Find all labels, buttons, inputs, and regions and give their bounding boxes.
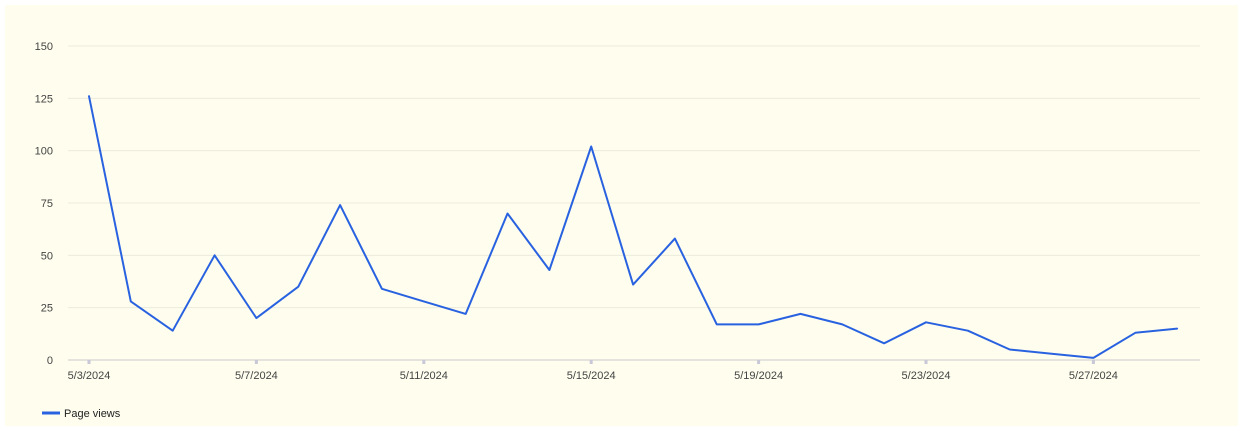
data-point[interactable] (1090, 355, 1096, 361)
x-tick-label: 5/3/2024 (68, 370, 111, 382)
x-tick-mark (589, 360, 593, 364)
x-tick-label: 5/27/2024 (1069, 370, 1118, 382)
x-tick-label: 5/15/2024 (567, 370, 616, 382)
y-axis: 0 25 50 75 100 125 150 (35, 41, 53, 367)
data-point[interactable] (1049, 351, 1055, 357)
data-point[interactable] (463, 311, 469, 317)
data-point[interactable] (295, 284, 301, 290)
series-line-0[interactable] (88, 95, 1179, 359)
x-tick-label: 5/23/2024 (902, 370, 951, 382)
y-tick-label-0: 0 (47, 355, 53, 367)
data-point[interactable] (1132, 330, 1138, 336)
y-tick-label-125: 125 (35, 93, 53, 105)
y-tick-label-25: 25 (41, 303, 53, 315)
data-point[interactable] (337, 202, 343, 208)
data-point[interactable] (797, 311, 803, 317)
y-tick-label-50: 50 (41, 250, 53, 262)
data-point[interactable] (1007, 347, 1013, 353)
x-tick-mark (87, 360, 91, 364)
y-tick-label-150: 150 (35, 41, 53, 53)
data-point[interactable] (212, 252, 218, 258)
gridlines (68, 45, 1200, 361)
data-point[interactable] (421, 298, 427, 304)
data-point[interactable] (672, 236, 678, 242)
x-tick-label: 5/19/2024 (734, 370, 783, 382)
x-axis: 5/3/2024 5/7/2024 5/11/2024 5/15/2024 5/19/2… (68, 360, 1118, 382)
data-point[interactable] (253, 315, 259, 321)
data-point[interactable] (86, 93, 92, 99)
x-tick-mark (254, 360, 258, 364)
legend[interactable]: Page views (42, 408, 121, 420)
data-point[interactable] (128, 298, 134, 304)
x-tick-mark (757, 360, 761, 364)
data-point[interactable] (630, 282, 636, 288)
data-point[interactable] (379, 286, 385, 292)
x-tick-label: 5/7/2024 (235, 370, 278, 382)
data-point[interactable] (170, 328, 176, 334)
data-point[interactable] (839, 321, 845, 327)
data-point[interactable] (1174, 326, 1180, 332)
series-layer (86, 93, 1180, 361)
data-point[interactable] (714, 321, 720, 327)
x-tick-mark (1091, 360, 1095, 364)
data-point[interactable] (588, 143, 594, 149)
y-tick-label-75: 75 (41, 198, 53, 210)
data-point[interactable] (756, 321, 762, 327)
x-tick-mark (924, 360, 928, 364)
legend-label-page-views: Page views (64, 408, 121, 420)
x-tick-mark (422, 360, 426, 364)
data-point[interactable] (923, 319, 929, 325)
data-point[interactable] (965, 328, 971, 334)
data-point[interactable] (546, 267, 552, 273)
data-point[interactable] (505, 210, 511, 216)
chart-panel (5, 5, 1238, 426)
y-tick-label-100: 100 (35, 146, 53, 158)
x-tick-label: 5/11/2024 (400, 370, 448, 382)
data-point[interactable] (881, 340, 887, 346)
